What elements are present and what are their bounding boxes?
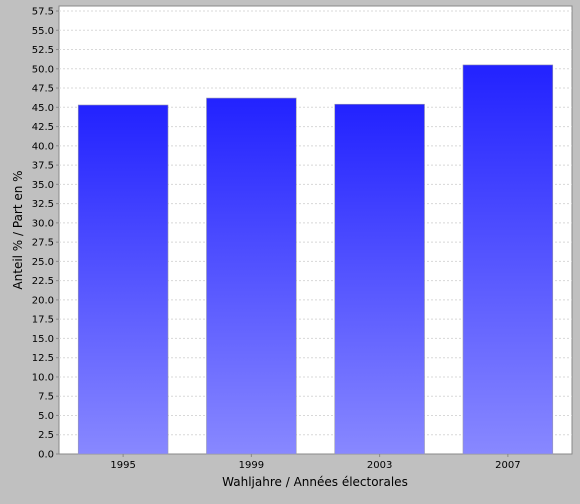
bars [77,64,554,455]
y-axis-ticks: 0.0 2.5 5.0 7.5 10.0 12.5 15.0 17.5 20.0 22.5 25.0… [32,7,59,461]
x-tick-label: 1999 [239,460,264,471]
y-tick-label: 32.5 [32,199,54,210]
bar-1995 [77,104,169,455]
y-tick-label: 7.5 [38,392,54,403]
x-axis-label: Wahljahre / Années électorales [222,475,408,489]
y-tick-label: 12.5 [32,353,54,364]
y-tick-label: 15.0 [32,334,54,345]
y-tick-label: 0.0 [38,450,54,461]
x-tick-label: 2007 [495,460,520,471]
y-tick-label: 17.5 [32,315,54,326]
y-tick-label: 50.0 [32,64,54,75]
y-tick-label: 47.5 [32,84,54,95]
y-tick-label: 25.0 [32,257,54,268]
y-tick-label: 42.5 [32,122,54,133]
y-tick-label: 55.0 [32,26,54,37]
bar-1999 [206,97,297,455]
y-axis-label: Anteil % / Part en % [11,170,25,289]
y-tick-label: 37.5 [32,161,54,172]
x-axis-ticks: 1995 1999 2003 2007 [110,454,521,471]
bar-2003 [334,103,425,455]
y-tick-label: 2.5 [38,430,54,441]
y-tick-label: 27.5 [32,238,54,249]
y-tick-label: 57.5 [32,7,54,18]
y-tick-label: 40.0 [32,141,54,152]
y-tick-label: 10.0 [32,372,54,383]
y-tick-label: 30.0 [32,218,54,229]
x-tick-label: 1995 [110,460,135,471]
y-tick-label: 45.0 [32,103,54,114]
y-tick-label: 20.0 [32,295,54,306]
bar-2007 [462,64,554,455]
y-tick-label: 5.0 [38,411,54,422]
y-tick-label: 22.5 [32,276,54,287]
x-tick-label: 2003 [367,460,392,471]
y-tick-label: 35.0 [32,180,54,191]
y-tick-label: 52.5 [32,45,54,56]
